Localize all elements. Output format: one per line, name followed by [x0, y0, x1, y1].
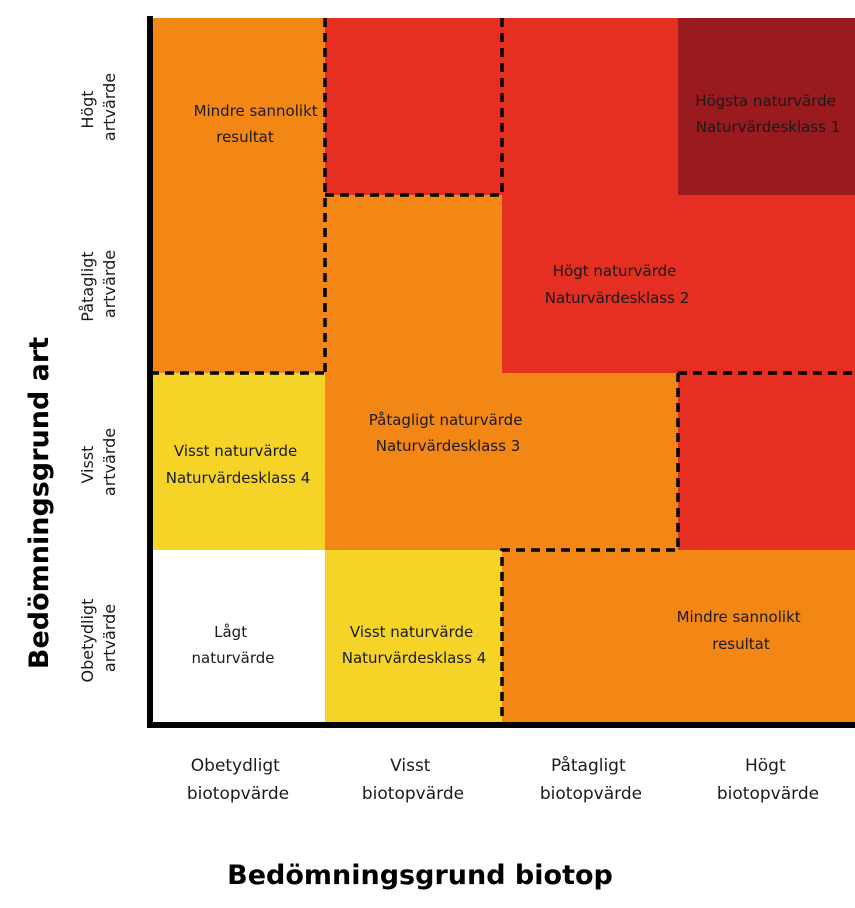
col-label-high-line2: biotopvärde	[717, 784, 819, 804]
row-label-some: Visst artvärde	[78, 428, 119, 496]
cell-col3-row3	[502, 373, 678, 550]
col-label-high-line1: Högt	[745, 756, 786, 776]
label-low-line1: Lågt	[214, 623, 247, 641]
label-low-line2: naturvärde	[192, 649, 275, 667]
cell-col4-row3	[678, 373, 855, 550]
label-some-bottom-line1: Visst naturvärde	[350, 623, 473, 641]
label-high-line1: Högt naturvärde	[553, 262, 677, 280]
col-label-some-line1: Visst	[390, 756, 431, 776]
col-label-notable-line1: Påtagligt	[551, 755, 626, 776]
cell-col1-row3	[150, 373, 325, 550]
col-label-insignificant: Obetydligt biotopvärde	[187, 756, 289, 804]
row-label-high-line2: artvärde	[100, 73, 119, 141]
row-label-notable-line1: Påtagligt	[78, 251, 97, 321]
region-boundaries	[150, 18, 855, 725]
col-label-notable: Påtagligt biotopvärde	[540, 755, 642, 804]
label-high-line2: Naturvärdesklass 2	[545, 289, 690, 307]
label-less-likely-bottom-line1: Mindre sannolikt	[677, 608, 801, 626]
cell-col3-row1	[502, 18, 678, 195]
label-some-value-left: Visst naturvärde Naturvärdesklass 4	[166, 442, 311, 487]
label-less-likely-top-line1: Mindre sannolikt	[194, 102, 318, 120]
cell-col4-row2	[678, 195, 855, 373]
label-highest-line2: Naturvärdesklass 1	[696, 118, 841, 136]
boundary-class3-right	[500, 373, 680, 725]
row-label-notable-line2: artvärde	[100, 250, 119, 318]
cell-col1-row1	[150, 18, 325, 195]
label-notable-line2: Naturvärdesklass 3	[376, 437, 521, 455]
label-some-bottom-line2: Naturvärdesklass 4	[342, 649, 487, 667]
cell-col4-row4	[678, 550, 855, 725]
label-less-likely-top: Mindre sannolikt resultat	[194, 102, 323, 146]
cell-col1-row2	[150, 195, 325, 373]
cell-col2-row2	[325, 195, 502, 373]
cell-col2-row4	[325, 550, 502, 725]
cell-col3-row2	[502, 195, 678, 373]
label-some-value-bottom: Visst naturvärde Naturvärdesklass 4	[342, 623, 487, 667]
row-label-notable: Påtagligt artvärde	[78, 246, 119, 321]
label-some-left-line2: Naturvärdesklass 4	[166, 469, 311, 487]
row-label-some-line1: Visst	[78, 446, 97, 484]
row-label-some-line2: artvärde	[100, 428, 119, 496]
x-axis-title: Bedömningsgrund biotop	[227, 860, 613, 891]
col-label-notable-line2: biotopvärde	[540, 784, 642, 804]
row-label-insignificant-line1: Obetydligt	[78, 599, 97, 683]
row-label-high: Högt artvärde	[78, 73, 119, 141]
cell-col1-row4	[150, 550, 325, 725]
label-less-likely-top-line2: resultat	[216, 128, 274, 146]
col-label-insignificant-line1: Obetydligt	[191, 756, 280, 776]
col-label-high: Högt biotopvärde	[717, 756, 819, 804]
cell-col2-row1	[325, 18, 502, 195]
label-less-likely-bottom: Mindre sannolikt resultat	[677, 608, 806, 653]
label-less-likely-bottom-line2: resultat	[712, 635, 770, 653]
row-label-insignificant-line2: artvärde	[100, 604, 119, 672]
cell-col3-row4	[502, 550, 678, 725]
label-low-value: Lågt naturvärde	[192, 623, 275, 667]
col-label-some-line2: biotopvärde	[362, 784, 464, 804]
col-label-some: Visst biotopvärde	[362, 756, 464, 804]
label-notable-line1: Påtagligt naturvärde	[369, 411, 523, 429]
label-highest-line1: Högsta naturvärde	[695, 92, 836, 110]
label-high-value: Högt naturvärde Naturvärdesklass 2	[545, 262, 690, 307]
label-highest-value: Högsta naturvärde Naturvärdesklass 1	[695, 92, 840, 136]
cell-col2-row3	[325, 373, 502, 550]
row-label-high-line1: Högt	[78, 90, 97, 128]
y-axis-title: Bedömningsgrund art	[24, 337, 55, 669]
label-notable-value: Påtagligt naturvärde Naturvärdesklass 3	[369, 411, 527, 455]
row-label-insignificant: Obetydligt artvärde	[78, 594, 119, 683]
col-label-insignificant-line2: biotopvärde	[187, 784, 289, 804]
cell-col4-row1	[678, 18, 855, 195]
label-some-left-line1: Visst naturvärde	[174, 442, 297, 460]
